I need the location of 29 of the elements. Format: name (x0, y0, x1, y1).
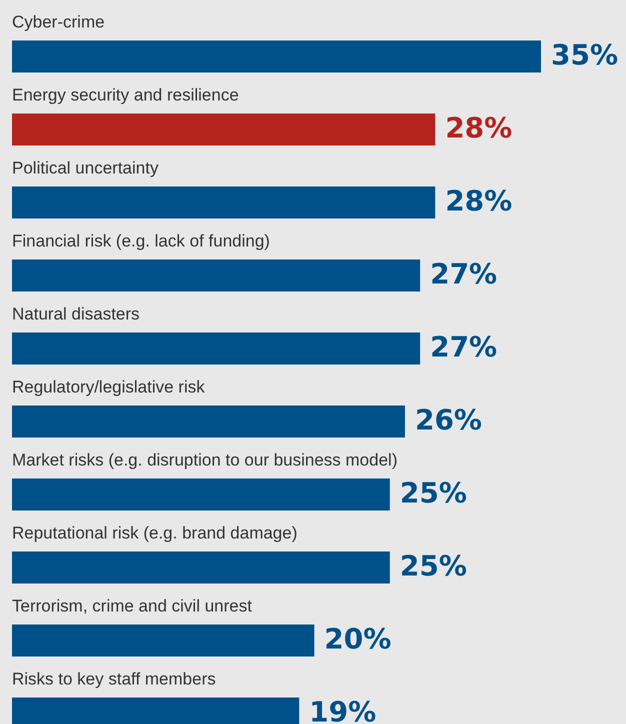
bar (12, 478, 390, 510)
data-label: 19% (309, 696, 376, 724)
data-label: 28% (445, 184, 512, 218)
y-tick-label: Financial risk (e.g. lack of funding) (12, 232, 270, 250)
bar (12, 114, 436, 146)
y-tick-label: Reputational risk (e.g. brand damage) (12, 524, 298, 542)
data-label: 25% (400, 550, 467, 582)
y-tick-label: Cyber-crime (12, 12, 105, 32)
bar (12, 186, 436, 218)
bar (12, 40, 541, 72)
y-tick-label: Regulatory/legislative risk (12, 378, 206, 396)
data-label: 20% (324, 622, 392, 656)
y-tick-label: Natural disasters (12, 304, 140, 324)
data-label: 26% (414, 404, 482, 436)
data-label: 27% (430, 258, 498, 290)
data-label: 35% (551, 38, 618, 72)
y-tick-label: Market risks (e.g. disruption to our business model) (12, 450, 398, 470)
y-tick-label: Risks to key staff members (12, 670, 216, 688)
bar (12, 332, 420, 364)
y-tick-label: Political uncertainty (12, 158, 159, 178)
bar (12, 624, 314, 656)
y-tick-label: Energy security and resilience (12, 86, 239, 104)
bar (12, 260, 420, 292)
data-label: 28% (445, 112, 512, 144)
bar (12, 552, 390, 584)
y-tick-label: Terrorism, crime and civil unrest (12, 596, 252, 616)
data-label: 25% (400, 476, 467, 510)
data-label: 27% (430, 330, 498, 364)
bar (12, 406, 405, 438)
